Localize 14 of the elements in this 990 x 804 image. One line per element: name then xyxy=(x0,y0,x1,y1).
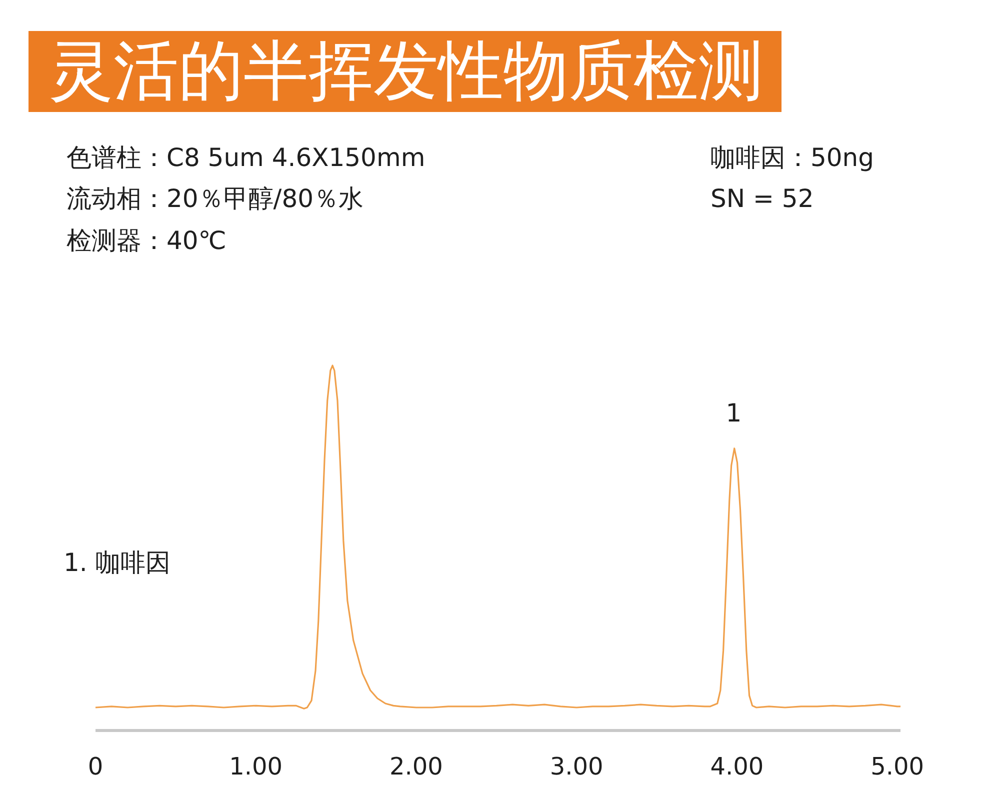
x-tick-label: 2.00 xyxy=(390,752,443,780)
x-tick-label: 4.00 xyxy=(710,752,764,780)
text: SN = 52 xyxy=(710,184,814,213)
x-tick-label: 5.00 xyxy=(870,752,924,780)
annotation: 1 xyxy=(726,398,742,428)
text: 咖啡因：50ng xyxy=(710,143,874,172)
x-tick-label: 3.00 xyxy=(550,752,604,780)
text: 检测器：40℃ xyxy=(66,226,226,255)
annotation: 1. 咖啡因 xyxy=(64,548,170,577)
x-tick-label: 1.00 xyxy=(229,752,283,780)
x-tick-label: 0 xyxy=(88,752,104,780)
text: 流动相：20％甲醇/80％水 xyxy=(66,184,364,213)
text: 色谱柱：C8 5um 4.6X150mm xyxy=(66,143,426,172)
chart-title: 灵活的半挥发性物质检测 xyxy=(48,34,764,109)
